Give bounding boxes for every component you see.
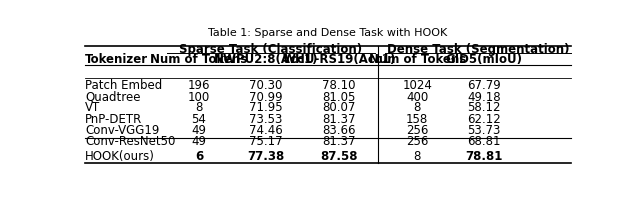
Text: Quadtree: Quadtree	[85, 91, 140, 104]
Text: 78.81: 78.81	[465, 150, 503, 163]
Text: 49.18: 49.18	[467, 91, 501, 104]
Text: 8: 8	[413, 101, 421, 114]
Text: Conv-ResNet50: Conv-ResNet50	[85, 135, 175, 148]
Text: 49: 49	[191, 124, 207, 137]
Text: VT: VT	[85, 101, 100, 114]
Text: 74.46: 74.46	[249, 124, 283, 137]
Text: 62.12: 62.12	[467, 112, 501, 126]
Text: 78.10: 78.10	[323, 79, 356, 92]
Text: 81.05: 81.05	[323, 91, 356, 104]
Text: Patch Embed: Patch Embed	[85, 79, 162, 92]
Text: 53.73: 53.73	[468, 124, 501, 137]
Text: Conv-VGG19: Conv-VGG19	[85, 124, 159, 137]
Text: 73.53: 73.53	[250, 112, 283, 126]
Text: 83.66: 83.66	[323, 124, 356, 137]
Text: Num of Tokens: Num of Tokens	[150, 53, 248, 66]
Text: 77.38: 77.38	[248, 150, 285, 163]
Text: 81.37: 81.37	[323, 112, 356, 126]
Text: 70.30: 70.30	[250, 79, 283, 92]
Text: 256: 256	[406, 135, 428, 148]
Text: 87.58: 87.58	[321, 150, 358, 163]
Text: 158: 158	[406, 112, 428, 126]
Text: 1024: 1024	[403, 79, 432, 92]
Text: 256: 256	[406, 124, 428, 137]
Text: 67.79: 67.79	[467, 79, 501, 92]
Text: Table 1: Sparse and Dense Task with HOOK: Table 1: Sparse and Dense Task with HOOK	[209, 28, 447, 38]
Text: Num of Tokens: Num of Tokens	[369, 53, 466, 66]
Text: 196: 196	[188, 79, 211, 92]
Text: 6: 6	[195, 150, 203, 163]
Text: NWPU2:8(Acc1): NWPU2:8(Acc1)	[214, 53, 318, 66]
Text: WHU-RS19(Acc1): WHU-RS19(Acc1)	[282, 53, 396, 66]
Text: Tokenizer: Tokenizer	[85, 53, 148, 66]
Text: 68.81: 68.81	[467, 135, 501, 148]
Text: Sparse Task (Classification): Sparse Task (Classification)	[179, 44, 362, 56]
Text: 71.95: 71.95	[249, 101, 283, 114]
Text: 8: 8	[413, 150, 421, 163]
Text: 81.37: 81.37	[323, 135, 356, 148]
Text: 80.07: 80.07	[323, 101, 356, 114]
Text: 54: 54	[191, 112, 207, 126]
Text: 49: 49	[191, 135, 207, 148]
Text: 8: 8	[195, 101, 203, 114]
Text: Dense Task (Segmentation): Dense Task (Segmentation)	[387, 44, 570, 56]
Text: GID5(mIoU): GID5(mIoU)	[445, 53, 523, 66]
Text: 75.17: 75.17	[249, 135, 283, 148]
Text: HOOK(ours): HOOK(ours)	[85, 150, 155, 163]
Text: 100: 100	[188, 91, 210, 104]
Text: 70.99: 70.99	[249, 91, 283, 104]
Text: 58.12: 58.12	[467, 101, 501, 114]
Text: 400: 400	[406, 91, 428, 104]
Text: PnP-DETR: PnP-DETR	[85, 112, 142, 126]
